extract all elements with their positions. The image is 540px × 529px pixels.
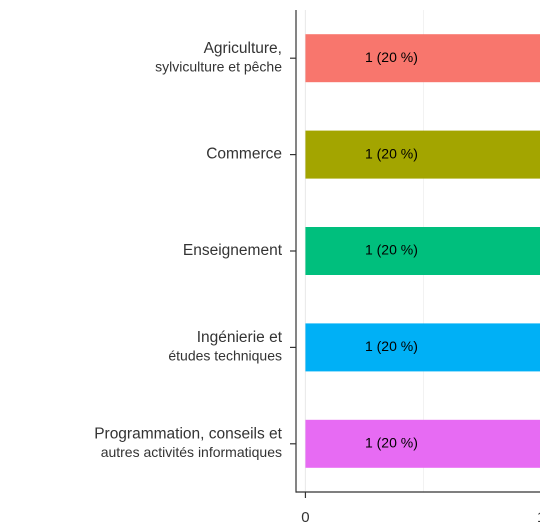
y-tick-label: sylviculture et pêche bbox=[155, 58, 282, 74]
value-label: 1 (20 %) bbox=[365, 338, 418, 354]
value-label: 1 (20 %) bbox=[365, 242, 418, 258]
value-label: 1 (20 %) bbox=[365, 145, 418, 161]
y-tick-label: Enseignement bbox=[183, 242, 283, 259]
bar bbox=[305, 323, 540, 372]
y-tick-label: études techniques bbox=[168, 348, 282, 364]
y-tick-label: Agriculture, bbox=[204, 40, 282, 57]
x-tick-label: 0 bbox=[301, 509, 309, 526]
y-tick-label: Commerce bbox=[206, 146, 282, 163]
value-label: 1 (20 %) bbox=[365, 49, 418, 65]
bar bbox=[305, 227, 540, 275]
x-tick-label: 1 bbox=[537, 509, 540, 526]
y-tick-label: Ingénierie et bbox=[197, 329, 283, 346]
value-label: 1 (20 %) bbox=[365, 435, 418, 451]
bar bbox=[305, 419, 540, 468]
bar bbox=[305, 130, 540, 179]
y-tick-label: autres activités informatiques bbox=[101, 444, 282, 460]
bar bbox=[305, 34, 540, 83]
y-tick-label: Programmation, conseils et bbox=[94, 425, 282, 442]
